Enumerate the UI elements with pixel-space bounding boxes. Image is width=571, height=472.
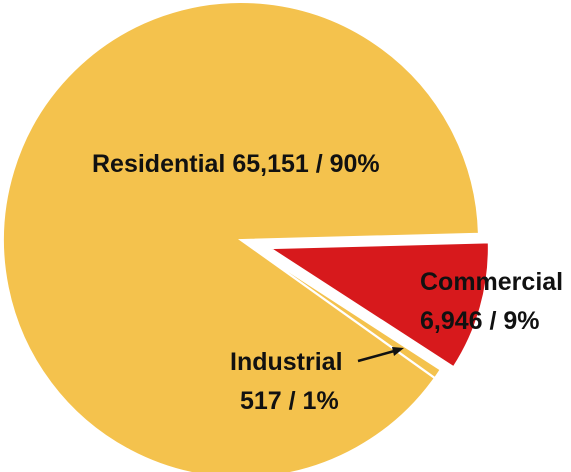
slice-residential [2, 1, 480, 472]
slice-commercial [266, 241, 490, 369]
label-commercial-name: Commercial [420, 268, 563, 296]
label-residential: Residential 65,151 / 90% [92, 150, 380, 178]
label-industrial-value: 517 / 1% [240, 387, 339, 415]
arrow-line [357, 348, 399, 363]
label-industrial-name: Industrial [230, 348, 343, 376]
arrow-head [392, 347, 404, 356]
slices-layer [2, 1, 490, 472]
arrow-industrial [357, 347, 404, 363]
label-commercial-value: 6,946 / 9% [420, 307, 540, 335]
